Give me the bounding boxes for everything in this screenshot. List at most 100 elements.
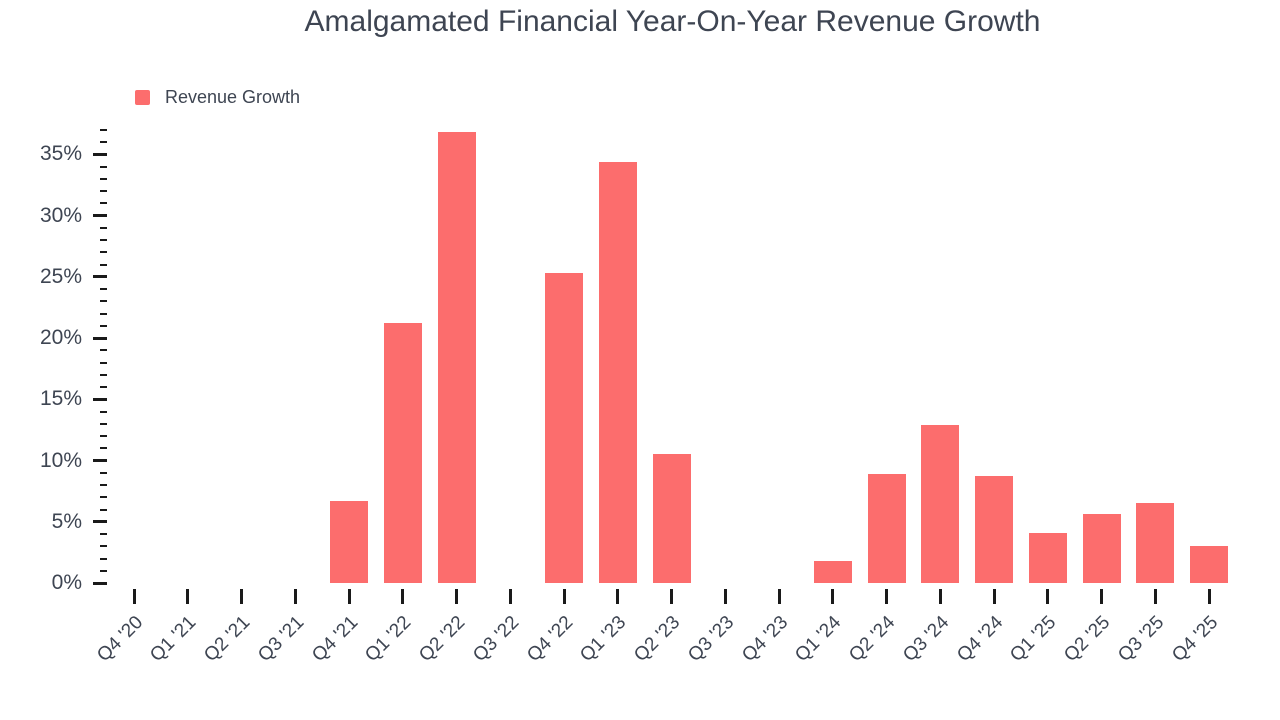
y-axis-minor-tick <box>100 386 107 388</box>
y-axis-minor-tick <box>100 496 107 499</box>
y-axis-minor-tick <box>100 447 107 450</box>
x-axis-tick <box>455 589 458 604</box>
x-axis-tick <box>616 589 620 604</box>
x-axis-tick <box>1046 589 1050 604</box>
bar-q1-24[interactable] <box>813 560 852 583</box>
y-axis-minor-tick <box>100 312 107 315</box>
x-axis-tick <box>723 589 727 604</box>
y-axis-minor-tick <box>100 300 107 303</box>
y-axis-minor-tick <box>100 484 107 486</box>
x-axis-label: Q1 '21 <box>146 612 201 667</box>
x-axis-tick <box>831 589 835 604</box>
y-axis-minor-tick <box>100 165 107 168</box>
x-axis-label: Q3 '22 <box>469 612 524 667</box>
x-axis-tick <box>293 589 297 604</box>
bar-q2-24[interactable] <box>867 473 906 583</box>
bar-q1-25[interactable] <box>1028 532 1067 583</box>
y-axis-minor-tick <box>100 545 107 548</box>
x-axis-tick <box>938 589 942 604</box>
x-axis-tick <box>992 589 996 604</box>
x-axis-tick <box>186 589 190 604</box>
x-axis-tick <box>240 589 243 604</box>
bar-q4-25[interactable] <box>1190 546 1228 583</box>
x-axis-label: Q4 '25 <box>1167 612 1222 667</box>
x-axis-label: Q4 '22 <box>522 612 577 667</box>
x-axis-tick <box>508 589 512 604</box>
x-axis-label: Q4 '23 <box>737 612 792 667</box>
legend: Revenue Growth <box>135 87 300 108</box>
bar-q2-22[interactable] <box>437 132 476 583</box>
bar-q3-25[interactable] <box>1136 503 1175 583</box>
x-axis-label: Q2 '22 <box>415 612 470 667</box>
y-axis-major-tick <box>93 520 107 524</box>
x-axis-label: Q4 '21 <box>307 612 362 667</box>
x-axis-label: Q2 '21 <box>200 612 255 667</box>
y-axis-minor-tick <box>100 373 107 376</box>
chart-title: Amalgamated Financial Year-On-Year Reven… <box>304 5 1041 38</box>
x-axis-label: Q1 '22 <box>361 612 416 667</box>
y-axis-minor-tick <box>100 190 107 192</box>
y-axis-minor-tick <box>100 128 107 131</box>
x-axis-tick <box>1100 589 1103 604</box>
y-axis-major-tick <box>93 336 107 340</box>
bar-q4-22[interactable] <box>545 273 583 583</box>
y-axis-major-tick <box>93 152 107 156</box>
y-axis-label: 35% <box>39 142 82 166</box>
y-axis-minor-tick <box>100 349 107 352</box>
x-axis-label: Q1 '24 <box>791 612 846 667</box>
y-axis-minor-tick <box>100 533 107 535</box>
x-axis-tick <box>777 589 781 604</box>
y-axis-label: 0% <box>51 571 82 594</box>
y-axis-minor-tick <box>100 422 107 425</box>
x-axis-label: Q3 '24 <box>899 612 954 667</box>
y-axis-label: 20% <box>39 326 82 349</box>
bar-q2-25[interactable] <box>1082 514 1121 583</box>
x-axis-tick <box>1153 589 1157 604</box>
x-axis-label: Q2 '25 <box>1060 612 1115 667</box>
x-axis-tick <box>1207 589 1211 604</box>
bar-q4-21[interactable] <box>330 500 368 583</box>
x-axis-label: Q2 '23 <box>630 612 685 667</box>
y-axis-minor-tick <box>100 435 107 437</box>
y-axis-minor-tick <box>100 226 107 229</box>
x-axis-tick <box>670 589 673 604</box>
y-axis-minor-tick <box>100 288 107 290</box>
x-axis-label: Q4 '24 <box>952 612 1007 667</box>
y-axis-minor-tick <box>100 410 107 413</box>
x-axis-label: Q3 '23 <box>684 612 739 667</box>
y-axis-minor-tick <box>100 263 107 266</box>
x-axis-tick <box>347 589 351 604</box>
y-axis-minor-tick <box>100 361 107 364</box>
bar-q3-24[interactable] <box>921 424 960 583</box>
y-axis-label: 25% <box>39 264 82 288</box>
x-axis-tick <box>132 589 136 604</box>
x-axis-label: Q2 '24 <box>845 612 900 667</box>
x-axis-label: Q3 '21 <box>254 612 309 667</box>
x-axis-label: Q4 '20 <box>92 612 147 667</box>
y-axis-label: 10% <box>39 448 82 472</box>
legend-swatch-icon <box>135 90 150 105</box>
bar-q4-24[interactable] <box>975 476 1013 583</box>
y-axis-minor-tick <box>100 251 107 254</box>
y-axis-minor-tick <box>100 508 107 511</box>
y-axis-minor-tick <box>100 239 107 241</box>
y-axis-major-tick <box>93 275 107 279</box>
y-axis-minor-tick <box>100 471 107 474</box>
bar-q1-23[interactable] <box>598 161 637 583</box>
y-axis-minor-tick <box>100 557 107 560</box>
y-axis-minor-tick <box>100 324 107 327</box>
y-axis-minor-tick <box>100 202 107 205</box>
x-axis-label: Q1 '23 <box>576 612 631 667</box>
x-axis-label: Q1 '25 <box>1006 612 1061 667</box>
x-axis-tick <box>401 589 405 604</box>
y-axis-major-tick <box>93 581 107 585</box>
x-axis-tick <box>562 589 566 604</box>
bar-q1-22[interactable] <box>383 323 422 583</box>
y-axis-label: 5% <box>51 509 82 533</box>
x-axis-tick <box>885 589 888 604</box>
bar-q2-23[interactable] <box>652 454 691 583</box>
y-axis-major-tick <box>93 397 107 401</box>
y-axis-minor-tick <box>100 177 107 180</box>
